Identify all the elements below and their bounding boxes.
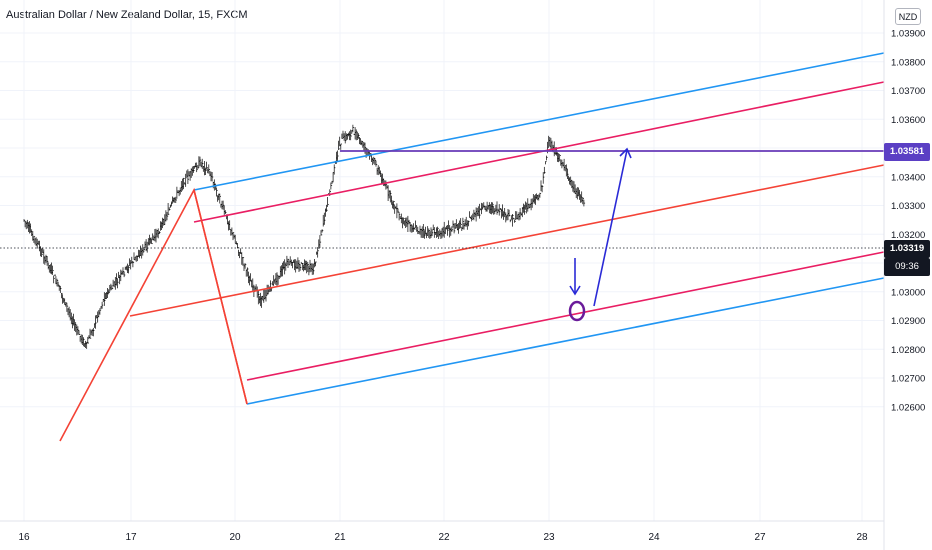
- target-circle[interactable]: [568, 300, 586, 322]
- x-tick-label: 28: [856, 532, 868, 543]
- y-tick-label: 1.03900: [891, 29, 925, 40]
- x-tick-label: 16: [18, 532, 30, 543]
- candlesticks: [23, 124, 586, 349]
- median-line[interactable]: [129, 164, 885, 317]
- down-arrow-head: [569, 285, 581, 296]
- up-arrow[interactable]: [593, 149, 628, 307]
- resistance-price-tag: 1.03581: [884, 143, 930, 161]
- outer-channel-upper[interactable]: [193, 52, 885, 191]
- x-tick-label: 24: [648, 532, 660, 543]
- x-tick-label: 27: [754, 532, 766, 543]
- y-tick-label: 1.02900: [891, 316, 925, 327]
- y-tick-label: 1.03400: [891, 172, 925, 183]
- drawings[interactable]: [0, 52, 885, 442]
- inner-channel-lower[interactable]: [246, 251, 885, 381]
- y-tick-label: 1.03300: [891, 201, 925, 212]
- grid: [0, 0, 884, 521]
- y-tick-label: 1.03800: [891, 57, 925, 68]
- y-tick-label: 1.02800: [891, 345, 925, 356]
- x-tick-label: 23: [543, 532, 555, 543]
- x-tick-label: 22: [438, 532, 450, 543]
- x-tick-label: 20: [229, 532, 241, 543]
- y-tick-label: 1.02700: [891, 374, 925, 385]
- y-tick-label: 1.02600: [891, 402, 925, 413]
- zigzag-line[interactable]: [59, 187, 248, 442]
- y-tick-label: 1.03600: [891, 115, 925, 126]
- y-tick-label: 1.03000: [891, 287, 925, 298]
- outer-channel-lower[interactable]: [246, 277, 885, 405]
- y-tick-label: 1.03200: [891, 230, 925, 241]
- y-tick-label: 1.03700: [891, 86, 925, 97]
- chart-title: Australian Dollar / New Zealand Dollar, …: [6, 9, 248, 21]
- x-tick-label: 17: [125, 532, 137, 543]
- countdown-tag: 09:36: [884, 258, 930, 276]
- up-arrow-head: [619, 147, 632, 159]
- x-tick-label: 21: [334, 532, 346, 543]
- last-price-tag: 1.03319: [884, 240, 930, 258]
- zigzag-base[interactable]: [193, 189, 248, 405]
- currency-badge[interactable]: NZD: [895, 8, 921, 25]
- inner-channel-upper[interactable]: [193, 81, 885, 223]
